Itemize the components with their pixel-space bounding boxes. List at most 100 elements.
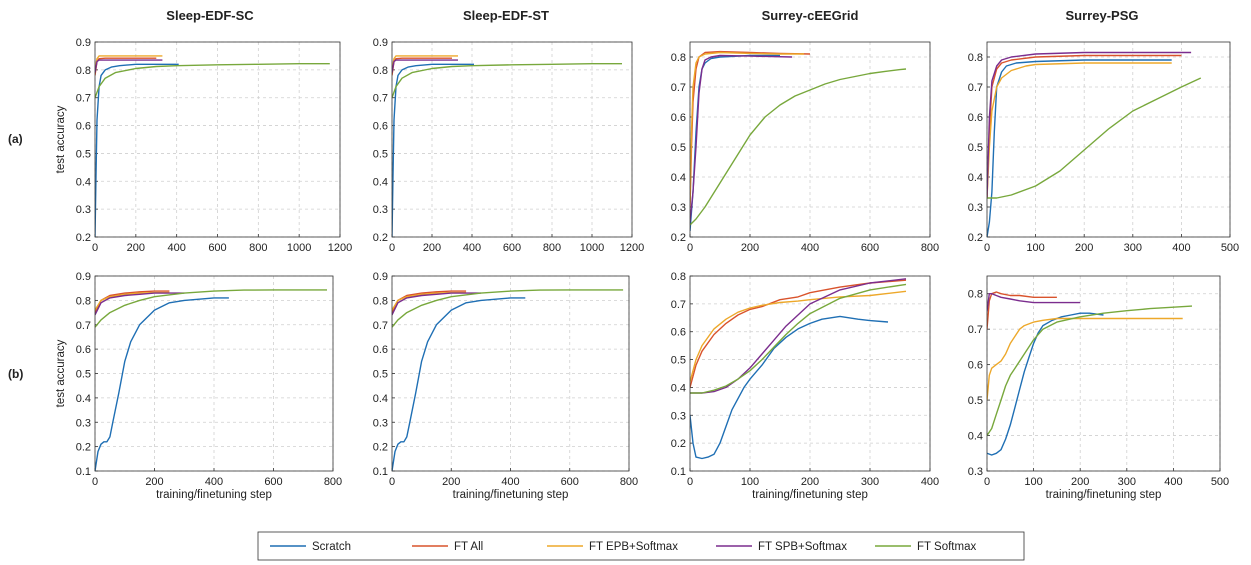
series-line-ft-epb-softmax: [95, 55, 163, 71]
x-tick-label: 400: [1172, 242, 1190, 254]
series-line-ft-all: [987, 291, 1057, 330]
plot-a-sleep-edf-sc: 0 200 400 600 800 1000 1200 0.2 0.3 0.4 0.5 0.6 0.7 0…: [55, 37, 352, 254]
y-axis-label: test accuracy: [55, 105, 67, 173]
y-tick-label: 0.7: [373, 93, 388, 105]
series-line-ft-softmax: [690, 68, 907, 226]
y-tick-label: 0.4: [968, 431, 983, 443]
x-tick-label: 200: [145, 476, 163, 488]
series-line-ft-spb-softmax: [95, 292, 185, 316]
y-tick-label: 0.5: [968, 395, 983, 407]
x-tick-label: 0: [687, 242, 693, 254]
series-line-ft-softmax: [392, 63, 622, 98]
x-tick-label: 400: [801, 242, 819, 254]
series-line-scratch: [392, 297, 526, 471]
y-tick-label: 0.7: [76, 320, 91, 332]
plot-a-surrey-ceegrid: 0 200 400 600 800 0.2 0.3 0.4 0.5 0.6 0.7 0.8: [671, 41, 939, 254]
plot-b-surrey-ceegrid: 0 100 200 300 400 0.1 0.2 0.3 0.4 0.5 0.6 0.7 0.8 tra…: [671, 271, 939, 501]
y-tick-label: 0.2: [76, 232, 91, 244]
x-axis-label: training/finetuning step: [1046, 489, 1162, 501]
legend: Scratch FT All FT EPB+Softmax FT SPB+Softma…: [257, 531, 1025, 561]
y-tick-label: 0.8: [968, 52, 983, 64]
x-tick-label: 800: [921, 242, 939, 254]
legend-box: [257, 531, 1025, 561]
y-tick-label: 0.5: [671, 355, 686, 367]
plot-frame: [94, 275, 334, 472]
series-line-ft-all: [690, 279, 907, 388]
column-title-4: Surrey-PSG: [1066, 8, 1139, 23]
y-tick-label: 0.9: [373, 271, 388, 283]
series-line-ft-epb-softmax: [987, 62, 1172, 199]
y-tick-label: 0.6: [671, 112, 686, 124]
y-tick-label: 0.5: [671, 142, 686, 154]
x-tick-label: 0: [389, 476, 395, 488]
x-axis-label: training/finetuning step: [156, 489, 272, 501]
plot-frame: [986, 41, 1231, 238]
y-tick-label: 0.3: [373, 417, 388, 429]
x-tick-label: 100: [741, 476, 759, 488]
x-tick-label: 1200: [328, 242, 352, 254]
plot-area: [987, 276, 1220, 471]
series-group: [95, 289, 327, 471]
y-tick-label: 0.8: [373, 65, 388, 77]
x-tick-label: 600: [861, 242, 879, 254]
y-tick-label: 0.2: [373, 232, 388, 244]
x-tick-label: 400: [463, 242, 481, 254]
y-tick-label: 0.8: [671, 271, 686, 283]
x-tick-label: 500: [1211, 476, 1229, 488]
y-tick-label: 0.6: [968, 112, 983, 124]
y-tick-label: 0.5: [373, 148, 388, 160]
series-line-ft-all: [987, 54, 1182, 199]
legend-label-ft-softmax: FT Softmax: [917, 541, 976, 553]
y-tick-label: 0.6: [76, 344, 91, 356]
y-tick-label: 0.1: [76, 466, 91, 478]
x-tick-label: 200: [741, 242, 759, 254]
plot-frame: [986, 275, 1221, 472]
series-line-scratch: [392, 63, 474, 237]
y-tick-label: 0.2: [968, 232, 983, 244]
y-tick-label: 0.6: [968, 360, 983, 372]
y-tick-label: 0.7: [968, 82, 983, 94]
y-tick-label: 0.3: [76, 204, 91, 216]
y-tick-label: 0.2: [76, 442, 91, 454]
plot-a-surrey-psg: 0 100 200 300 400 500 0.2 0.3 0.4 0.5 0.6 0.7 0.8: [968, 41, 1239, 254]
x-tick-label: 800: [543, 242, 561, 254]
legend-label-ft-spb-softmax: FT SPB+Softmax: [758, 541, 847, 553]
series-line-ft-softmax: [987, 305, 1193, 436]
series-line-ft-epb-softmax: [987, 317, 1183, 401]
y-tick-label: 0.3: [76, 417, 91, 429]
x-axis-label: training/finetuning step: [453, 489, 569, 501]
series-line-scratch: [690, 315, 889, 460]
plot-frame: [689, 41, 931, 238]
y-tick-label: 0.1: [373, 466, 388, 478]
y-tick-label: 0.6: [373, 344, 388, 356]
series-line-scratch: [95, 297, 229, 471]
x-tick-label: 400: [1164, 476, 1182, 488]
plot-b-sleep-edf-st: 0 200 400 600 800 0.1 0.2 0.3 0.4 0.5 0.6 0.7 0.8 0.9…: [373, 271, 638, 501]
y-tick-label: 0.1: [671, 466, 686, 478]
series-line-ft-epb-softmax: [392, 55, 458, 71]
plot-area: [987, 42, 1230, 237]
y-tick-label: 0.9: [373, 37, 388, 49]
x-tick-label: 1000: [287, 242, 311, 254]
y-tick-label: 0.4: [76, 393, 91, 405]
y-tick-label: 0.2: [671, 438, 686, 450]
column-title-3: Surrey-cEEGrid: [762, 8, 859, 23]
legend-label-ft-all: FT All: [454, 541, 483, 553]
y-tick-label: 0.8: [671, 52, 686, 64]
row-label-a: (a): [8, 132, 23, 146]
series-line-ft-epb-softmax: [690, 290, 907, 383]
y-tick-label: 0.8: [373, 295, 388, 307]
series-line-ft-softmax: [690, 283, 907, 394]
x-tick-label: 600: [208, 242, 226, 254]
x-tick-label: 0: [389, 242, 395, 254]
x-tick-label: 0: [687, 476, 693, 488]
y-tick-label: 0.8: [968, 289, 983, 301]
y-tick-label: 0.3: [671, 410, 686, 422]
series-line-ft-spb-softmax: [95, 59, 163, 73]
x-tick-label: 800: [249, 242, 267, 254]
series-line-ft-spb-softmax: [987, 51, 1192, 199]
x-tick-label: 800: [620, 476, 638, 488]
series-group: [690, 50, 907, 232]
plot-frame: [94, 41, 341, 238]
y-axis-label: test accuracy: [55, 339, 67, 407]
